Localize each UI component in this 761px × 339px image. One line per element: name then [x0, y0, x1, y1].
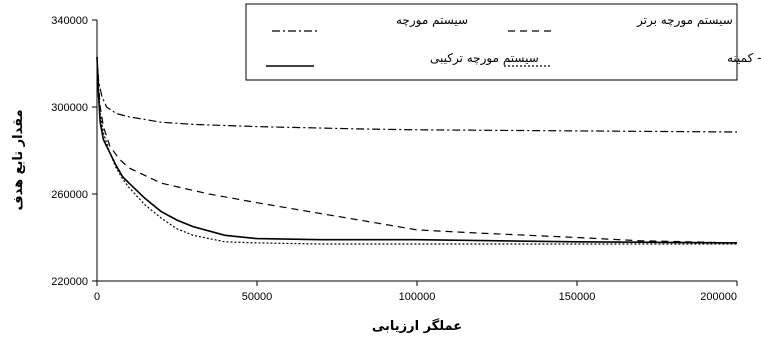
- x-tick-label: 200000: [700, 291, 737, 303]
- legend-label: سیستم مورچه ترکیبی: [430, 51, 539, 66]
- y-tick-label: 300000: [51, 102, 88, 114]
- x-tick-label: 0: [94, 291, 100, 303]
- x-tick-label: 50000: [242, 291, 273, 303]
- y-tick-label: 340000: [51, 15, 88, 27]
- legend: سیستم مورچه سیستم مورچه برتر سیستم مورچه…: [245, 3, 761, 81]
- legend-label: سیستم مورچه برتر: [636, 13, 733, 28]
- series-layer: [96, 56, 738, 245]
- series-line-dash: [96, 56, 738, 244]
- y-tick-label: 260000: [51, 189, 88, 201]
- legend-label: سیستم مورچه بیشینه - کمینه: [727, 51, 761, 66]
- y-tick-label: 220000: [51, 276, 88, 288]
- x-tick-group: 0 50000 100000 150000 200000: [94, 281, 738, 303]
- series-line-solid: [96, 56, 738, 244]
- legend-box: [245, 3, 738, 81]
- x-tick-label: 150000: [559, 291, 596, 303]
- y-tick-group: 340000 300000 260000 220000: [51, 15, 97, 288]
- series-line-dot: [96, 56, 737, 245]
- series-line-dash-dot: [96, 56, 738, 133]
- x-axis-title: عملگر ارزیابی: [372, 318, 462, 334]
- x-tick-label: 100000: [399, 291, 436, 303]
- legend-label: سیستم مورچه: [396, 13, 468, 28]
- y-axis-title: مقدار تابع هدف: [11, 109, 26, 210]
